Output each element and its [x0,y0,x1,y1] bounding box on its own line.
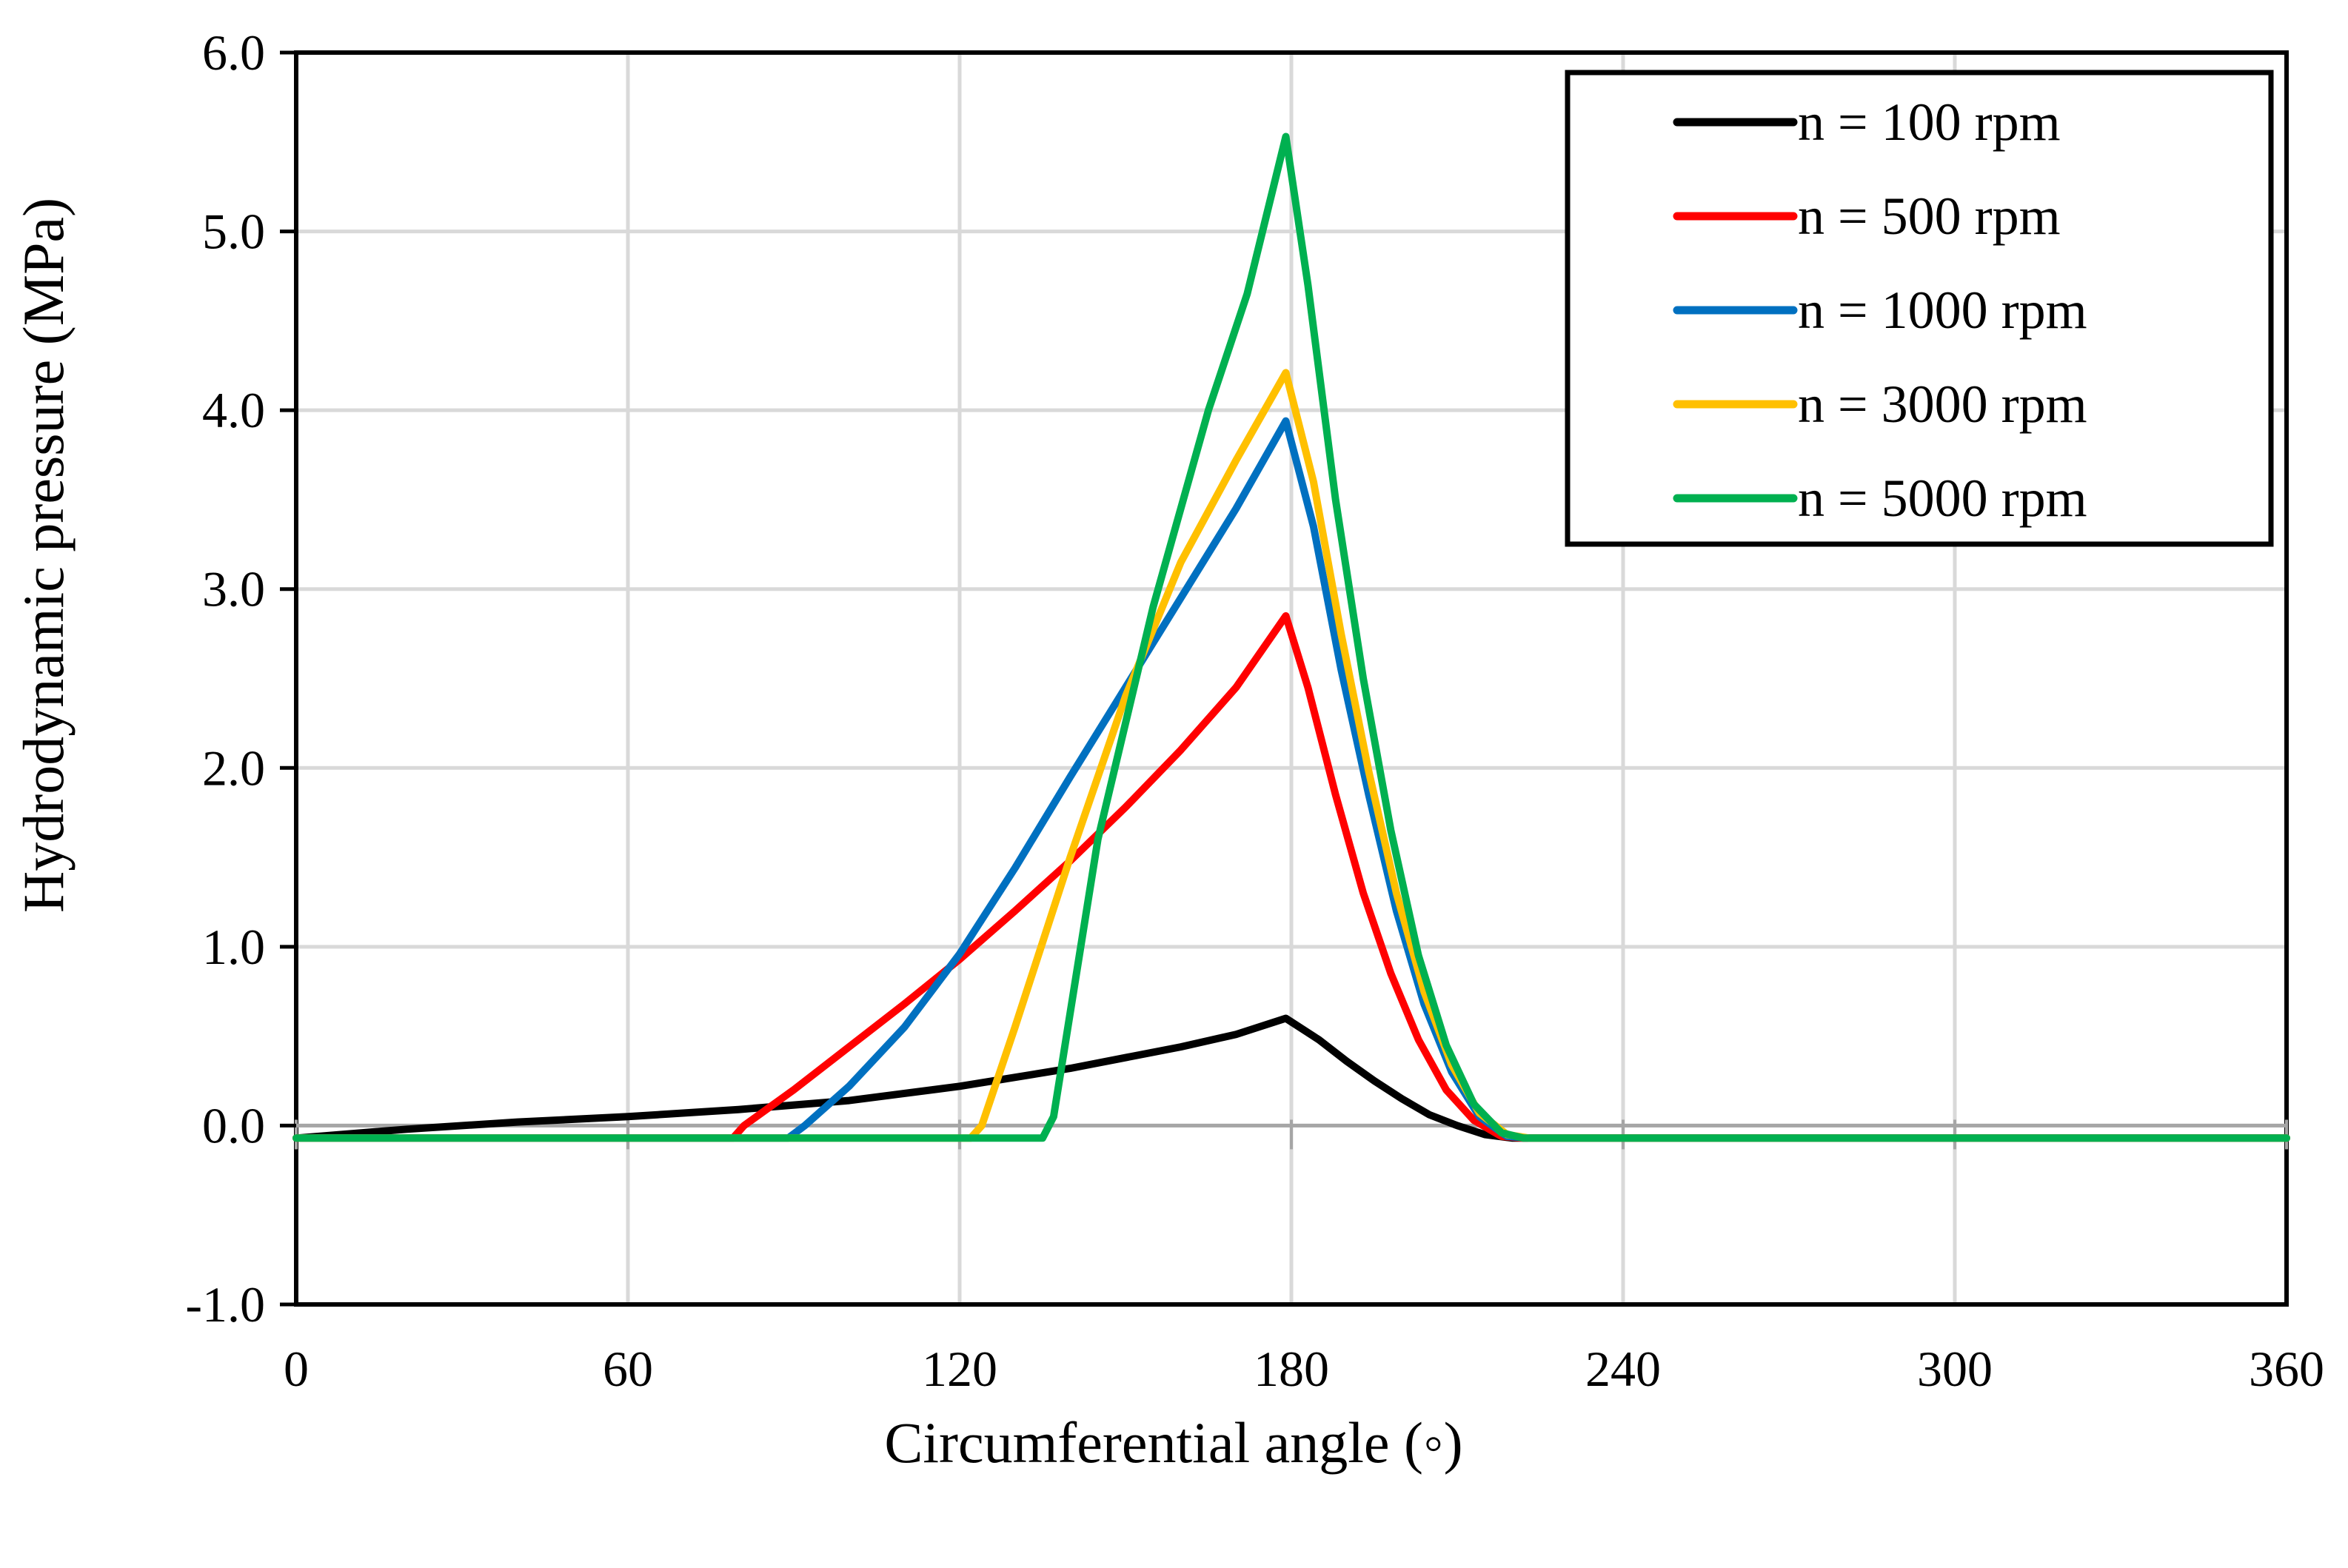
y-tick-label: 6.0 [202,24,265,81]
x-tick-label: 60 [603,1341,653,1397]
x-tick-label: 0 [284,1341,309,1397]
legend: n = 100 rpm n = 500 rpm n = 1000 rpm n = 30… [1565,70,2274,547]
x-tick-label: 120 [922,1341,997,1397]
y-tick-label: 3.0 [202,561,265,617]
axis-labels: Circumferential angle (◦) Hydrodynamic p… [11,198,1463,1475]
legend-label: n = 5000 rpm [1798,469,2087,528]
data-series [292,133,2290,1142]
y-tick-label: 1.0 [202,919,265,975]
y-tick-label: 4.0 [202,382,265,438]
y-tick-label: 5.0 [202,204,265,260]
y-tick-label: 0.0 [202,1097,265,1153]
axes: -1.0 0.0 1.0 2.0 3.0 4.0 5.0 6.0 0 60 120 180 240 300… [185,24,2324,1397]
plot-area-frame [294,50,2289,1307]
series-line-5000-rpm [292,133,2290,1142]
x-tick-label: 240 [1585,1341,1661,1397]
x-tick-label: 180 [1254,1341,1329,1397]
y-tick-label: -1.0 [185,1276,265,1333]
series-line-100-rpm [292,1014,2290,1142]
x-tick-label: 360 [2249,1341,2324,1397]
legend-label: n = 1000 rpm [1798,281,2087,340]
y-tick-label: 2.0 [202,740,265,796]
legend-label: n = 3000 rpm [1798,375,2087,434]
x-axis-title: Circumferential angle (◦) [884,1410,1462,1475]
legend-label: n = 500 rpm [1798,187,2061,246]
legend-label: n = 100 rpm [1798,93,2061,152]
series-line-500-rpm [292,612,2290,1142]
x-tick-label: 300 [1917,1341,1993,1397]
y-axis-title: Hydrodynamic pressure (MPa) [11,198,76,913]
